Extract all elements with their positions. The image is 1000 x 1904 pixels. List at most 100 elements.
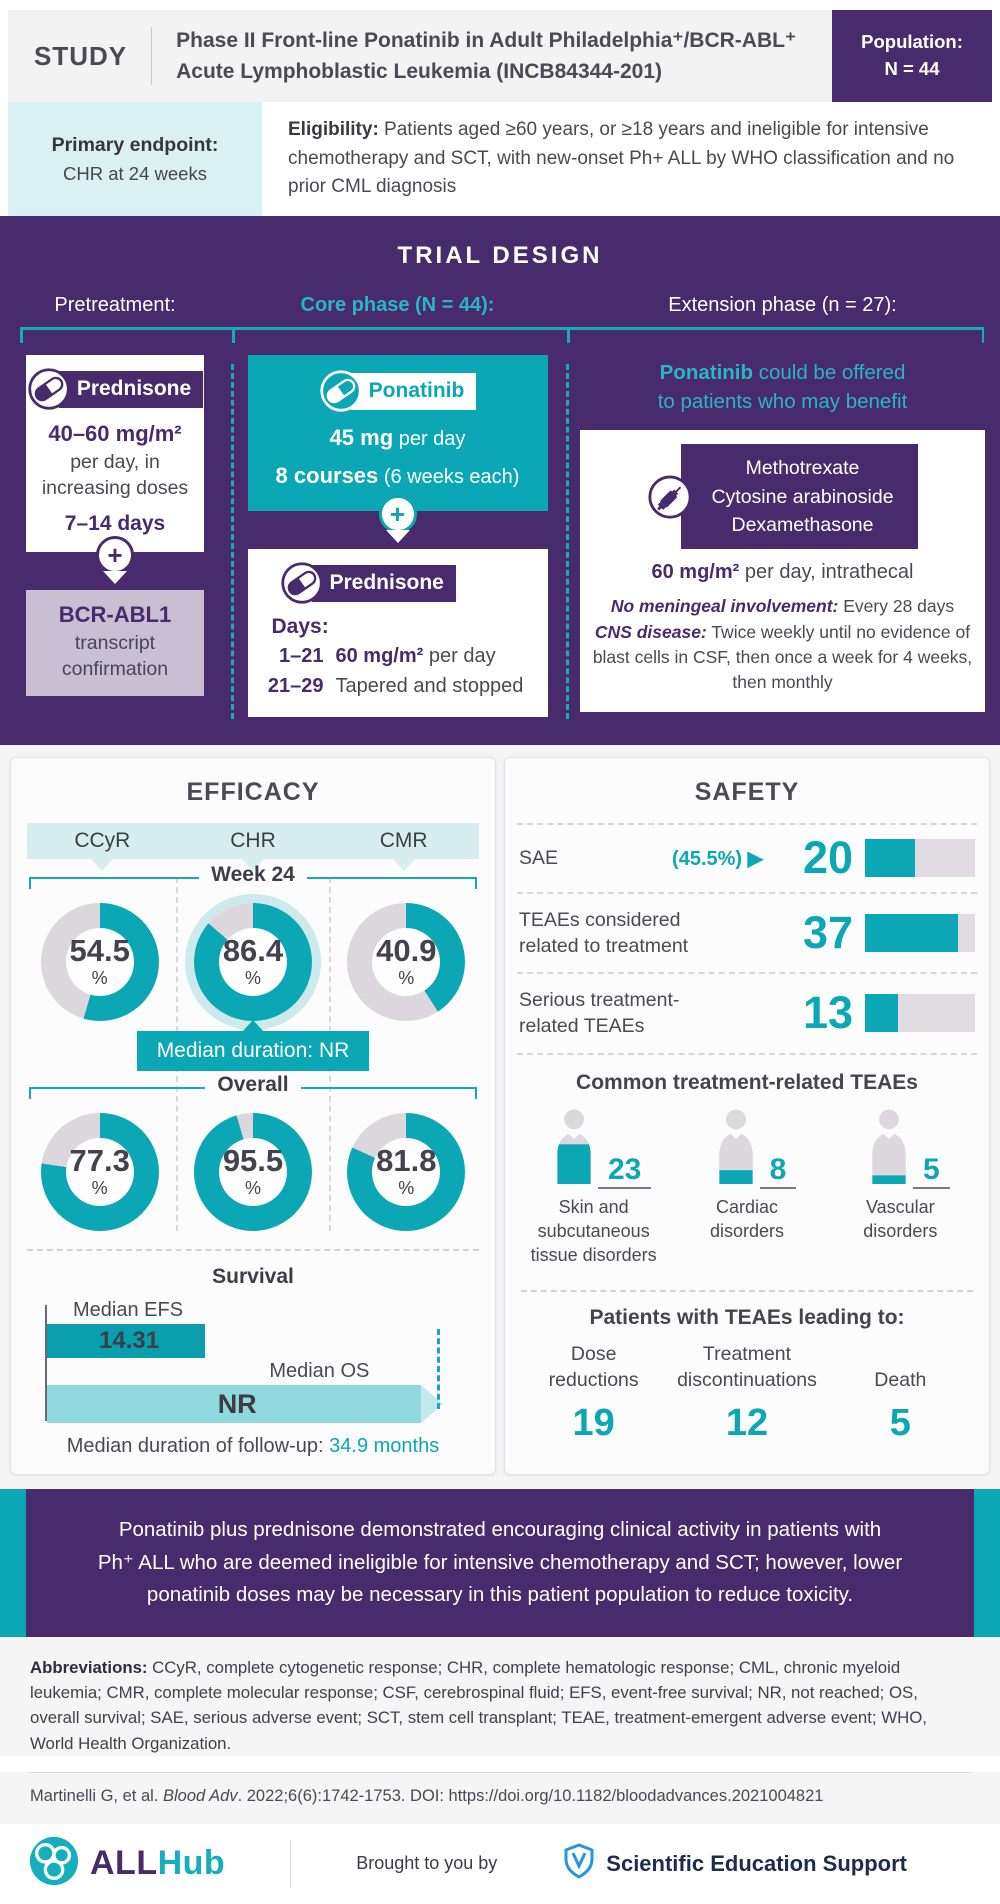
vascular-count: 5 xyxy=(912,1153,950,1189)
pill-icon xyxy=(280,561,324,605)
survival-axis xyxy=(45,1305,47,1421)
person-icon xyxy=(872,1109,906,1184)
pretreatment-header: Pretreatment: xyxy=(54,294,176,316)
common-teae-row: 23 Skin and subcutaneous tissue disorder… xyxy=(517,1103,977,1268)
measure-cmr: CMR xyxy=(328,823,479,859)
pretreatment-column: Prednisone 40–60 mg/m² per day, in incre… xyxy=(0,355,230,717)
teae-label-line1: TEAEs considered xyxy=(519,908,681,931)
offer-line1: Ponatinib could be offered xyxy=(565,359,1000,388)
eligibility-box: Eligibility: Patients aged ≥60 years, or… xyxy=(262,102,992,216)
study-title-line1: Phase II Front-line Ponatinib in Adult P… xyxy=(176,28,797,52)
teae-label: TEAEs considered related to treatment xyxy=(519,907,769,960)
vascular-line1: Vascular xyxy=(865,1196,935,1217)
population-value: N = 44 xyxy=(884,58,940,79)
citation-pre: Martinelli G, et al. xyxy=(30,1786,163,1805)
study-title-line2: Acute Lymphoblastic Leukemia (INCB84344-… xyxy=(176,60,663,83)
death-label: Death xyxy=(824,1336,977,1394)
prednisone-core-box: Prednisone Days: 1–21 60 mg/m² per day 2… xyxy=(247,549,548,717)
donut-ccyr-overall: 77.3% xyxy=(23,1113,176,1231)
phase-divider-dashed xyxy=(231,364,234,719)
endpoint-row: Primary endpoint: CHR at 24 weeks Eligib… xyxy=(8,102,992,216)
overall-donut-row: 77.3% 95.5% 81.8% xyxy=(23,1113,483,1231)
survival-title: Survival xyxy=(212,1265,294,1288)
donut-cmr-week24: 40.9% xyxy=(330,903,483,1021)
prednisone-tag: Prednisone xyxy=(58,370,204,408)
leading-discontinuations: Treatment discontinuations 12 xyxy=(670,1336,823,1445)
percent-sign: % xyxy=(398,968,415,988)
safety-row-teae: TEAEs considered related to treatment 37 xyxy=(517,891,977,973)
sponsor-logo: Scientific Education Support xyxy=(562,1843,907,1884)
offer-line2: to patients who may benefit xyxy=(657,389,908,413)
section-divider-dashed xyxy=(521,1289,973,1292)
sae-label: SAE xyxy=(519,847,559,870)
shield-icon xyxy=(562,1843,596,1884)
measure-band: CCyR CHR CMR xyxy=(27,823,479,859)
serious-label: Serious treatment- related TEAEs xyxy=(519,987,769,1040)
population-badge: Population: N = 44 xyxy=(832,10,992,102)
dose-note-line1: per day, in xyxy=(70,451,160,473)
down-pointer xyxy=(103,570,127,584)
teae-label-line2: related to treatment xyxy=(519,934,689,957)
vascular-line2: disorders xyxy=(863,1221,938,1242)
week24-donut-row: 54.5% 86.4% 40.9% xyxy=(23,903,483,1021)
serious-count: 13 xyxy=(802,987,853,1039)
extension-phase-header: Extension phase (n = 27): xyxy=(668,294,897,316)
pretreatment-duration: 7–14 days xyxy=(64,511,166,535)
td-line2: discontinuations xyxy=(677,1369,817,1392)
extension-column: Ponatinib could be offered to patients w… xyxy=(565,355,1000,717)
conclusion-line3: ponatinib doses may be necessary in this… xyxy=(146,1583,854,1607)
allhub-wordmark: ALLHub xyxy=(90,1844,225,1883)
results-section: EFFICACY CCyR CHR CMR Week 24 54.5% xyxy=(0,745,1000,1489)
conclusion-text: Ponatinib plus prednisone demonstrated e… xyxy=(26,1489,974,1637)
brought-by-text: Brought to you by xyxy=(356,1853,498,1874)
sae-count: 20 xyxy=(802,832,853,883)
citation-divider xyxy=(30,1771,970,1773)
donut-value: 54.5 xyxy=(69,933,130,968)
vascular-label: Vascular disorders xyxy=(824,1195,977,1244)
phase-headers: Pretreatment: Core phase (N = 44): Exten… xyxy=(0,294,1000,317)
days-text-1: 60 mg/m² per day xyxy=(336,641,496,671)
donut-value: 86.4 xyxy=(222,933,284,968)
conclusion-line1: Ponatinib plus prednisone demonstrated e… xyxy=(118,1517,882,1541)
phase-divider-dashed xyxy=(566,364,569,719)
header-section: STUDY Phase II Front-line Ponatinib in A… xyxy=(0,0,1000,216)
safety-panel: SAFETY SAE (45.5%) ▶ 20 TEAEs considered… xyxy=(504,757,990,1475)
prednisone-core-label-row: Prednisone xyxy=(280,561,534,605)
trial-design-title: TRIAL DESIGN xyxy=(397,242,603,269)
skin-line2: subcutaneous xyxy=(537,1221,650,1242)
citation-post: . 2022;6(6):1742-1753. DOI: https://doi.… xyxy=(237,1786,824,1805)
logo-hub: Hub xyxy=(157,1844,226,1883)
donut-zone: Week 24 54.5% 86.4% xyxy=(23,863,483,1231)
ponatinib-dose: 45 mg per day xyxy=(260,425,536,451)
abbreviations-body: CCyR, complete cytogenetic response; CHR… xyxy=(30,1658,927,1753)
plus-connector: + xyxy=(230,495,565,543)
measure-chr: CHR xyxy=(178,823,329,859)
logo-all: ALL xyxy=(90,1844,158,1883)
percent-sign: % xyxy=(91,968,108,988)
ext-dose-bold: 60 mg/m² xyxy=(651,561,740,584)
note1-bold: No meningeal involvement: xyxy=(610,596,839,617)
ponatinib-box: Ponatinib 45 mg per day 8 courses (6 wee… xyxy=(247,355,548,511)
efs-value: 14.31 xyxy=(99,1327,160,1354)
discontinuations-count: 12 xyxy=(725,1401,769,1444)
donut-chr-week24: 86.4% xyxy=(176,903,329,1021)
cardiac-line2: disorders xyxy=(709,1221,784,1242)
safety-row-sae: SAE (45.5%) ▶ 20 xyxy=(517,823,977,892)
td-line1: Treatment xyxy=(702,1343,792,1366)
skin-line3: tissue disorders xyxy=(530,1245,657,1266)
pretreatment-dose-note: per day, in increasing doses xyxy=(34,449,196,502)
skin-line1: Skin and xyxy=(558,1196,629,1217)
teae-bar xyxy=(865,913,975,952)
primary-endpoint-value: CHR at 24 weeks xyxy=(63,162,207,184)
days-label: Days: xyxy=(271,615,329,638)
note1-rest: Every 28 days xyxy=(838,596,955,617)
discontinuations-label: Treatment discontinuations xyxy=(670,1336,823,1394)
followup-value: 34.9 months xyxy=(329,1435,440,1457)
percent-sign: % xyxy=(398,1178,415,1198)
plus-icon: + xyxy=(378,495,417,533)
week24-bracket: Week 24 xyxy=(29,863,478,889)
offer-rest: could be offered xyxy=(753,361,906,384)
intrathecal-box: Methotrexate Cytosine arabinoside Dexame… xyxy=(580,430,985,712)
bcr-abl1-title: BCR-ABL1 xyxy=(58,601,172,627)
note2-rest: Twice weekly until no evidence of blast … xyxy=(592,621,973,693)
